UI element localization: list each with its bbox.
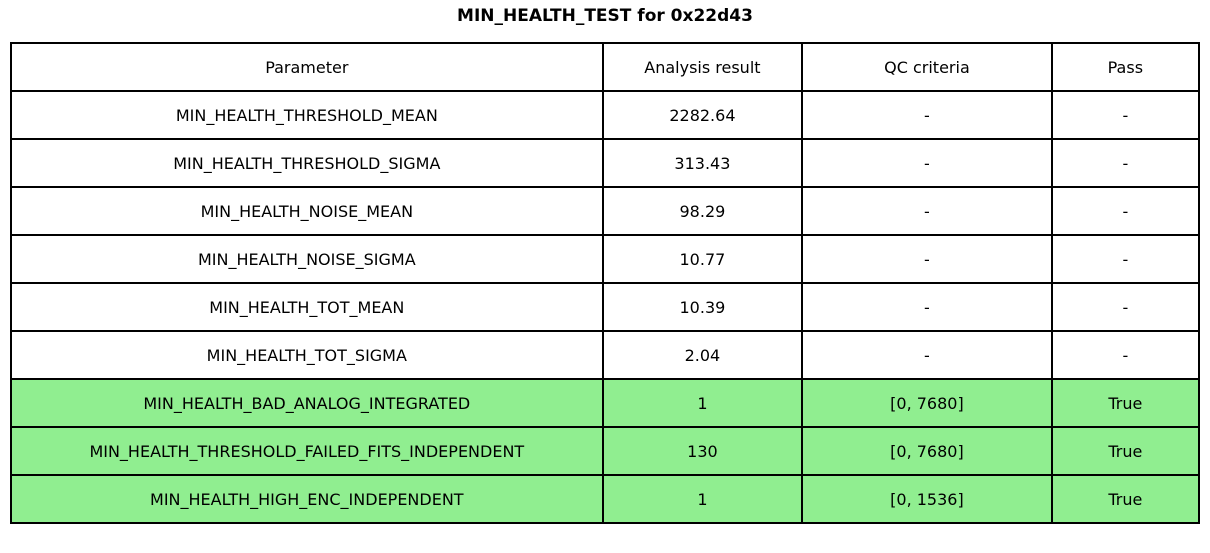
cell-parameter: MIN_HEALTH_THRESHOLD_MEAN	[10, 90, 604, 140]
cell-parameter: MIN_HEALTH_THRESHOLD_SIGMA	[10, 138, 604, 188]
page-title: MIN_HEALTH_TEST for 0x22d43	[457, 6, 753, 26]
cell-pass: True	[1050, 378, 1201, 428]
table-row: MIN_HEALTH_THRESHOLD_SIGMA 313.43- -	[10, 138, 1201, 188]
table-row: MIN_HEALTH_BAD_ANALOG_INTEGRATED 1 [0, 768…	[10, 378, 1201, 428]
cell-analysis-result: 10.39	[601, 282, 804, 332]
table-row: MIN_HEALTH_NOISE_MEAN 98.29- -	[10, 186, 1201, 236]
cell-qc-criteria: [0, 7680]	[801, 378, 1053, 428]
cell-pass: -	[1050, 234, 1201, 284]
cell-parameter: MIN_HEALTH_NOISE_SIGMA	[10, 234, 604, 284]
cell-pass: -	[1050, 282, 1201, 332]
table-row: MIN_HEALTH_THRESHOLD_FAILED_FITS_INDEPEN…	[10, 426, 1201, 476]
cell-qc-criteria: -	[801, 90, 1053, 140]
cell-pass: True	[1050, 474, 1201, 524]
cell-analysis-result: 98.29	[601, 186, 804, 236]
column-header-analysis-result: Analysis result	[601, 42, 804, 92]
cell-pass: -	[1050, 90, 1201, 140]
cell-qc-criteria: -	[801, 282, 1053, 332]
cell-analysis-result: 1	[601, 474, 804, 524]
cell-qc-criteria: [0, 1536]	[801, 474, 1053, 524]
column-header-parameter: Parameter	[10, 42, 604, 92]
cell-parameter: MIN_HEALTH_NOISE_MEAN	[10, 186, 604, 236]
cell-analysis-result: 1	[601, 378, 804, 428]
cell-analysis-result: 10.77	[601, 234, 804, 284]
table-row: MIN_HEALTH_HIGH_ENC_INDEPENDENT 1 [0, 1536…	[10, 474, 1201, 524]
cell-parameter: MIN_HEALTH_TOT_SIGMA	[10, 330, 604, 380]
cell-parameter: MIN_HEALTH_HIGH_ENC_INDEPENDENT	[10, 474, 604, 524]
table-row: MIN_HEALTH_THRESHOLD_MEAN 2282.64- -	[10, 90, 1201, 140]
cell-pass: -	[1050, 186, 1201, 236]
table-header-row: Parameter Analysis result QC criteria Pa…	[10, 42, 1201, 92]
cell-qc-criteria: -	[801, 330, 1053, 380]
cell-qc-criteria: -	[801, 234, 1053, 284]
cell-parameter: MIN_HEALTH_TOT_MEAN	[10, 282, 604, 332]
cell-parameter: MIN_HEALTH_THRESHOLD_FAILED_FITS_INDEPEN…	[10, 426, 604, 476]
cell-analysis-result: 2282.64	[601, 90, 804, 140]
cell-qc-criteria: -	[801, 186, 1053, 236]
table-row: MIN_HEALTH_TOT_SIGMA 2.04- -	[10, 330, 1201, 380]
column-header-qc-criteria: QC criteria	[801, 42, 1053, 92]
cell-pass: -	[1050, 330, 1201, 380]
table-row: MIN_HEALTH_TOT_MEAN 10.39- -	[10, 282, 1201, 332]
qc-results-table: Parameter Analysis result QC criteria Pa…	[10, 42, 1201, 524]
cell-parameter: MIN_HEALTH_BAD_ANALOG_INTEGRATED	[10, 378, 604, 428]
cell-qc-criteria: [0, 7680]	[801, 426, 1053, 476]
cell-analysis-result: 2.04	[601, 330, 804, 380]
table-body: MIN_HEALTH_THRESHOLD_MEAN 2282.64- - MIN_HE…	[10, 90, 1201, 524]
cell-qc-criteria: -	[801, 138, 1053, 188]
cell-analysis-result: 313.43	[601, 138, 804, 188]
cell-pass: True	[1050, 426, 1201, 476]
cell-analysis-result: 130	[601, 426, 804, 476]
cell-pass: -	[1050, 138, 1201, 188]
table-row: MIN_HEALTH_NOISE_SIGMA 10.77- -	[10, 234, 1201, 284]
column-header-pass: Pass	[1050, 42, 1201, 92]
